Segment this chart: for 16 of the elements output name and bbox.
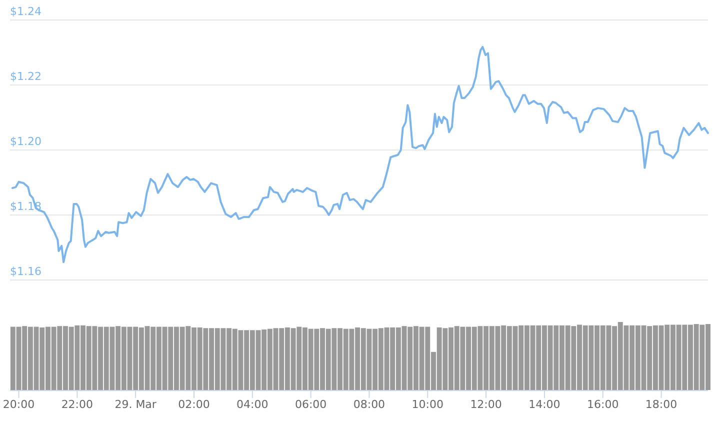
x-tick-label: 08:00 bbox=[353, 398, 386, 411]
x-tick-label: 12:00 bbox=[470, 398, 502, 411]
y-tick-label: $1.22 bbox=[10, 70, 42, 83]
y-tick-label: $1.16 bbox=[10, 265, 42, 278]
x-tick-label: 06:00 bbox=[294, 398, 327, 411]
x-tick-label: 16:00 bbox=[587, 398, 619, 411]
x-tick-label: 04:00 bbox=[236, 398, 268, 411]
x-tick-label: 20:00 bbox=[2, 398, 35, 411]
x-tick-label: 18:00 bbox=[645, 398, 678, 411]
x-tick-label: 29. Mar bbox=[114, 398, 157, 411]
x-tick-label: 10:00 bbox=[412, 398, 444, 411]
x-tick-label: 02:00 bbox=[178, 398, 210, 411]
x-tick-label: 14:00 bbox=[528, 398, 560, 411]
y-tick-label: $1.20 bbox=[10, 135, 42, 148]
y-tick-label: $1.24 bbox=[10, 5, 42, 18]
x-tick-label: 22:00 bbox=[61, 398, 94, 411]
